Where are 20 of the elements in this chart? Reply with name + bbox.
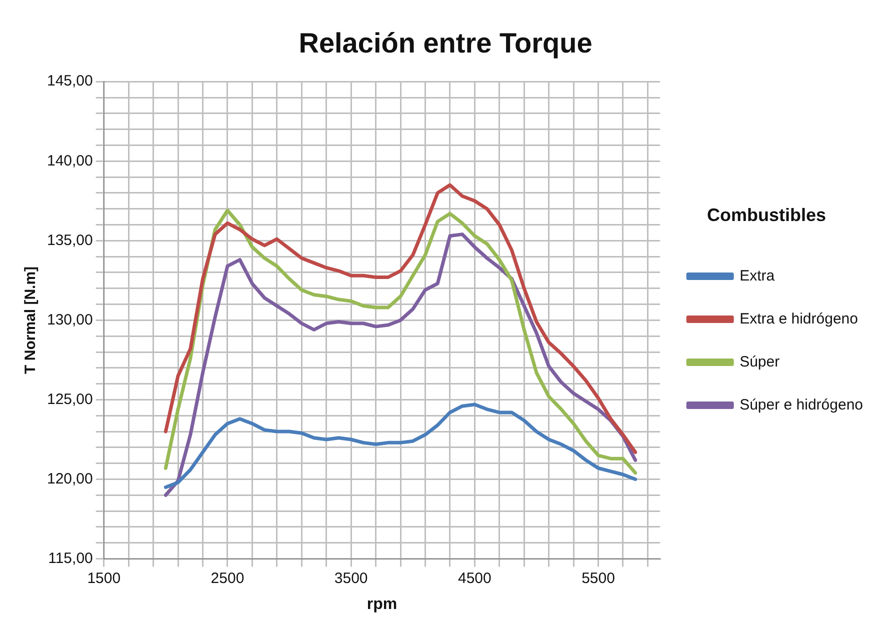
y-tick-label: 120,00 [46, 470, 93, 488]
x-tick-label: 3500 [334, 570, 368, 587]
legend-label: Extra e hidrógeno [740, 310, 858, 328]
x-tick-label: 5500 [582, 570, 615, 587]
x-tick-label: 1500 [87, 570, 121, 587]
y-tick-label: 135,00 [46, 232, 93, 249]
chart-title: Relación entre Torque [298, 28, 592, 59]
x-tick-label: 4500 [458, 570, 492, 587]
y-tick-label: 145,00 [46, 72, 93, 90]
y-tick-label: 125,00 [46, 390, 93, 408]
legend-label: Súper e hidrógeno [740, 396, 864, 414]
x-tick-label: 2500 [210, 570, 244, 587]
y-axis-title: T Normal [N.m] [22, 266, 40, 374]
legend-title: Combustibles [707, 205, 826, 226]
legend-label: Extra [740, 267, 776, 284]
legend-label: Súper [740, 353, 780, 370]
x-axis-title: rpm [366, 596, 398, 613]
y-tick-label: 140,00 [46, 152, 93, 170]
y-tick-label: 130,00 [46, 311, 93, 328]
y-tick-label: 115,00 [48, 550, 93, 567]
